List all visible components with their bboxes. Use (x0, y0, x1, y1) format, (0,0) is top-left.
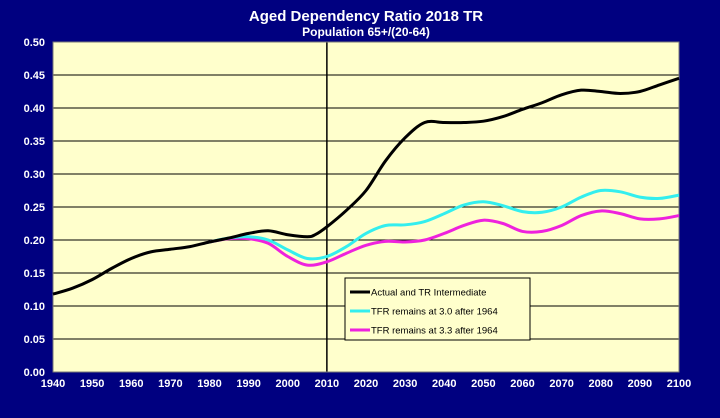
legend-label: TFR remains at 3.0 after 1964 (371, 307, 498, 318)
x-tick-label: 1980 (197, 378, 221, 390)
y-tick-label: 0.05 (24, 334, 45, 346)
x-tick-label: 2100 (667, 378, 691, 390)
legend-label: TFR remains at 3.3 after 1964 (371, 326, 498, 337)
y-tick-label: 0.25 (24, 202, 45, 214)
x-tick-label: 1960 (119, 378, 143, 390)
y-tick-label: 0.20 (24, 235, 45, 247)
x-tick-label: 1950 (80, 378, 104, 390)
x-tick-label: 1990 (236, 378, 260, 390)
x-tick-label: 2030 (393, 378, 417, 390)
y-tick-label: 0.30 (24, 169, 45, 181)
legend: Actual and TR Intermediate TFR remains at… (344, 277, 531, 341)
y-tick-label: 0.35 (24, 136, 45, 148)
x-tick-label: 2020 (354, 378, 378, 390)
y-tick-label: 0.50 (24, 37, 45, 49)
x-tick-label: 1970 (158, 378, 182, 390)
series-line-2 (209, 209, 680, 267)
x-tick-label: 2060 (510, 378, 534, 390)
y-tick-label: 0.40 (24, 103, 45, 115)
y-tick-label: 0.00 (24, 367, 45, 379)
x-tick-label: 2050 (471, 378, 495, 390)
series-line-0 (52, 76, 680, 296)
x-tick-label: 2010 (315, 378, 339, 390)
y-tick-label: 0.15 (24, 268, 45, 280)
chart-title: Aged Dependency Ratio 2018 TR (249, 8, 483, 25)
x-tick-label: 1940 (41, 378, 65, 390)
chart-subtitle: Population 65+/(20-64) (302, 25, 430, 39)
series-line-1 (209, 188, 680, 261)
legend-label: Actual and TR Intermediate (371, 288, 486, 299)
x-tick-label: 2070 (549, 378, 573, 390)
x-tick-label: 2000 (276, 378, 300, 390)
x-tick-label: 2080 (589, 378, 613, 390)
y-tick-label: 0.10 (24, 301, 45, 313)
y-tick-label: 0.45 (24, 70, 45, 82)
x-tick-label: 2090 (628, 378, 652, 390)
legend-box (344, 277, 531, 341)
plot-border (52, 41, 680, 373)
x-tick-label: 2040 (432, 378, 456, 390)
